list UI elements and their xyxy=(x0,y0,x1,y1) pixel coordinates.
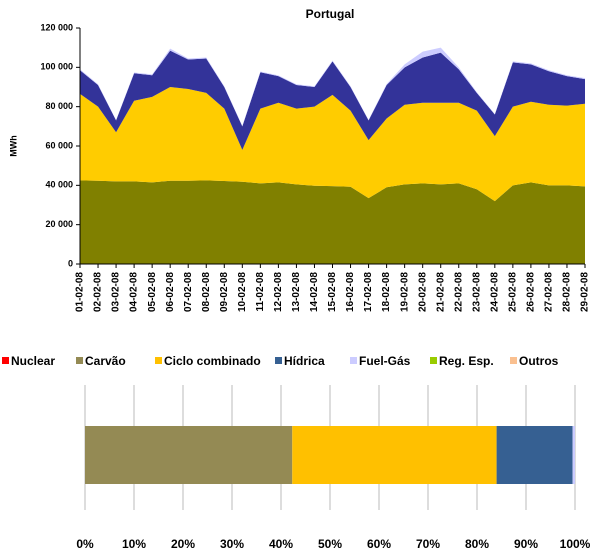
x-tick-label: 24-02-08 xyxy=(489,272,500,312)
x-tick-label: 20% xyxy=(171,537,195,551)
legend-label: Hídrica xyxy=(284,354,325,368)
x-tick-label: 28-02-08 xyxy=(562,272,573,312)
y-axis-label: MWh xyxy=(8,135,18,157)
x-tick-label: 03-02-08 xyxy=(111,272,122,312)
legend-label: Nuclear xyxy=(11,354,55,368)
y-tick-label: 0 xyxy=(68,258,73,268)
y-tick-label: 60 000 xyxy=(45,140,73,150)
legend-label: Fuel-Gás xyxy=(359,354,411,368)
legend-label: Reg. Esp. xyxy=(439,354,494,368)
legend-swatch xyxy=(510,357,517,364)
legend-label: Outros xyxy=(519,354,559,368)
x-tick-label: 80% xyxy=(465,537,489,551)
y-tick-label: 80 000 xyxy=(45,101,73,111)
x-tick-label: 09-02-08 xyxy=(219,272,230,312)
x-tick-label: 05-02-08 xyxy=(147,272,158,312)
legend-swatch xyxy=(275,357,282,364)
legend-swatch xyxy=(155,357,162,364)
area xyxy=(80,87,585,202)
x-tick-label: 90% xyxy=(514,537,538,551)
bar-segment xyxy=(292,426,497,484)
y-tick-label: 120 000 xyxy=(40,22,73,32)
legend-swatch xyxy=(76,357,83,364)
x-tick-label: 12-02-08 xyxy=(273,272,284,312)
area xyxy=(80,180,585,264)
x-tick-label: 15-02-08 xyxy=(327,272,338,312)
x-tick-label: 13-02-08 xyxy=(291,272,302,312)
x-tick-label: 100% xyxy=(560,537,591,551)
legend-swatch xyxy=(2,357,9,364)
bar-segment xyxy=(572,426,575,484)
x-tick-label: 08-02-08 xyxy=(201,272,212,312)
x-tick-label: 0% xyxy=(76,537,94,551)
x-tick-label: 10-02-08 xyxy=(237,272,248,312)
x-tick-label: 50% xyxy=(318,537,342,551)
x-tick-label: 14-02-08 xyxy=(309,272,320,312)
y-tick-label: 20 000 xyxy=(45,219,73,229)
x-tick-label: 20-02-08 xyxy=(417,272,428,312)
x-tick-label: 01-02-08 xyxy=(75,272,86,312)
x-tick-label: 23-02-08 xyxy=(471,272,482,312)
x-tick-label: 22-02-08 xyxy=(453,272,464,312)
x-tick-label: 16-02-08 xyxy=(345,272,356,312)
x-tick-label: 11-02-08 xyxy=(255,272,266,312)
x-tick-label: 60% xyxy=(367,537,391,551)
x-tick-label: 21-02-08 xyxy=(435,272,446,312)
x-tick-label: 29-02-08 xyxy=(580,272,591,312)
y-tick-label: 40 000 xyxy=(45,180,73,190)
x-tick-label: 25-02-08 xyxy=(507,272,518,312)
x-tick-label: 40% xyxy=(269,537,293,551)
legend-swatch xyxy=(350,357,357,364)
x-tick-label: 18-02-08 xyxy=(381,272,392,312)
x-tick-label: 70% xyxy=(416,537,440,551)
bar-segment xyxy=(496,426,573,484)
x-tick-label: 27-02-08 xyxy=(544,272,555,312)
x-tick-label: 06-02-08 xyxy=(165,272,176,312)
y-tick-label: 100 000 xyxy=(40,62,73,72)
x-tick-label: 07-02-08 xyxy=(183,272,194,312)
chart-title: Portugal xyxy=(306,7,355,21)
x-tick-label: 10% xyxy=(122,537,146,551)
x-tick-label: 17-02-08 xyxy=(363,272,374,312)
legend-label: Carvão xyxy=(85,354,126,368)
legend-swatch xyxy=(430,357,437,364)
bar-segment xyxy=(85,426,293,484)
x-tick-label: 30% xyxy=(220,537,244,551)
legend-label: Ciclo combinado xyxy=(164,354,261,368)
area xyxy=(80,47,585,127)
x-tick-label: 02-02-08 xyxy=(93,272,104,312)
area xyxy=(80,50,585,150)
x-tick-label: 26-02-08 xyxy=(526,272,537,312)
x-tick-label: 04-02-08 xyxy=(129,272,140,312)
x-tick-label: 19-02-08 xyxy=(399,272,410,312)
